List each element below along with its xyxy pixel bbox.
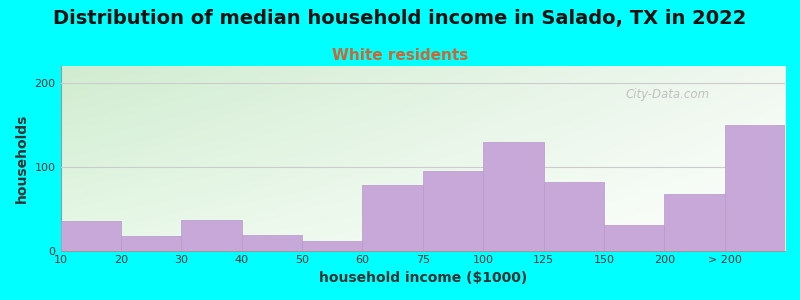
- Bar: [604, 225, 664, 250]
- Bar: [362, 185, 422, 250]
- Bar: [121, 236, 182, 250]
- Bar: [725, 125, 785, 250]
- Text: City-Data.com: City-Data.com: [626, 88, 710, 101]
- Bar: [242, 236, 302, 250]
- Y-axis label: households: households: [15, 114, 29, 203]
- Text: Distribution of median household income in Salado, TX in 2022: Distribution of median household income …: [54, 9, 746, 28]
- X-axis label: household income ($1000): household income ($1000): [318, 271, 527, 285]
- Bar: [543, 182, 604, 250]
- Bar: [422, 171, 483, 250]
- Bar: [664, 194, 725, 250]
- Text: White residents: White residents: [332, 48, 468, 63]
- Bar: [483, 142, 543, 250]
- Bar: [182, 220, 242, 250]
- Bar: [61, 221, 121, 250]
- Bar: [302, 241, 362, 250]
